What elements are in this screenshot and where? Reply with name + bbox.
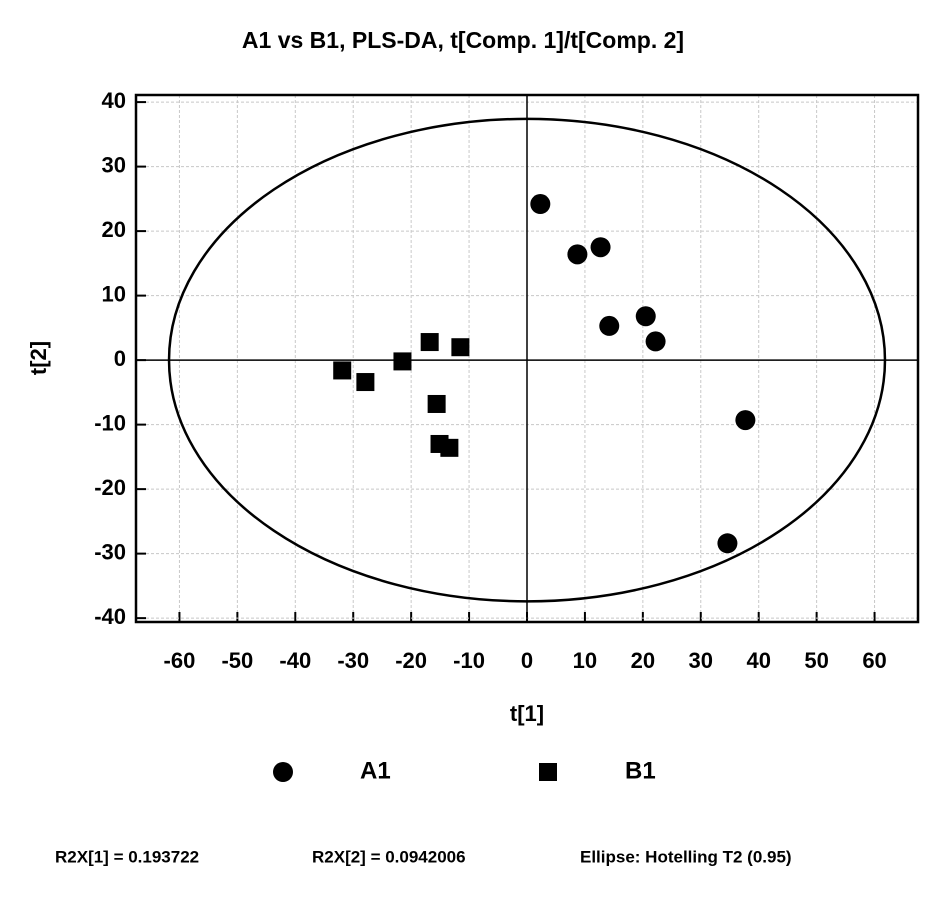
point [530,194,551,215]
plot-frame [134,93,920,624]
point [393,352,412,371]
x-tick-label: -50 [221,648,253,673]
legend-marker [539,763,557,781]
point [440,438,459,457]
x-tick-label: -20 [395,648,427,673]
point [717,533,738,554]
y-tick-label: 40 [102,88,126,113]
point [599,315,620,336]
legend-marker [273,762,293,782]
y-tick-label: -10 [94,410,126,435]
annotation: R2X[1] = 0.193722 [55,847,199,866]
chart-title: A1 vs B1, PLS-DA, t[Comp. 1]/t[Comp. 2] [242,27,684,53]
point [645,331,666,352]
point [635,306,656,327]
point [420,333,439,352]
y-tick-label: 10 [102,281,126,306]
annotation: Ellipse: Hotelling T2 (0.95) [580,847,792,866]
legend-label: A1 [360,757,391,784]
point [427,394,446,413]
x-tick-label: 60 [862,648,886,673]
x-tick-label: 0 [521,648,533,673]
x-tick-label: 30 [689,648,713,673]
y-tick-label: -40 [94,604,126,629]
x-axis-label: t[1] [510,701,544,726]
y-tick-label: 0 [114,346,126,371]
y-tick-label: 30 [102,152,126,177]
legend-label: B1 [625,757,656,784]
x-tick-label: -60 [164,648,196,673]
point [567,244,588,265]
y-tick-label: -30 [94,539,126,564]
x-tick-label: 20 [631,648,655,673]
y-axis-label: t[2] [26,341,51,375]
point [451,338,470,357]
point [590,237,611,258]
x-tick-label: 40 [746,648,770,673]
annotation: R2X[2] = 0.0942006 [312,847,466,866]
x-tick-label: -30 [337,648,369,673]
point [333,361,352,380]
point [356,373,375,392]
x-tick-label: 10 [573,648,597,673]
point [735,410,756,431]
y-tick-label: -20 [94,475,126,500]
confidence-ellipse [167,117,887,603]
x-tick-label: -10 [453,648,485,673]
x-tick-label: -40 [279,648,311,673]
x-tick-label: 50 [804,648,828,673]
y-tick-label: 20 [102,217,126,242]
